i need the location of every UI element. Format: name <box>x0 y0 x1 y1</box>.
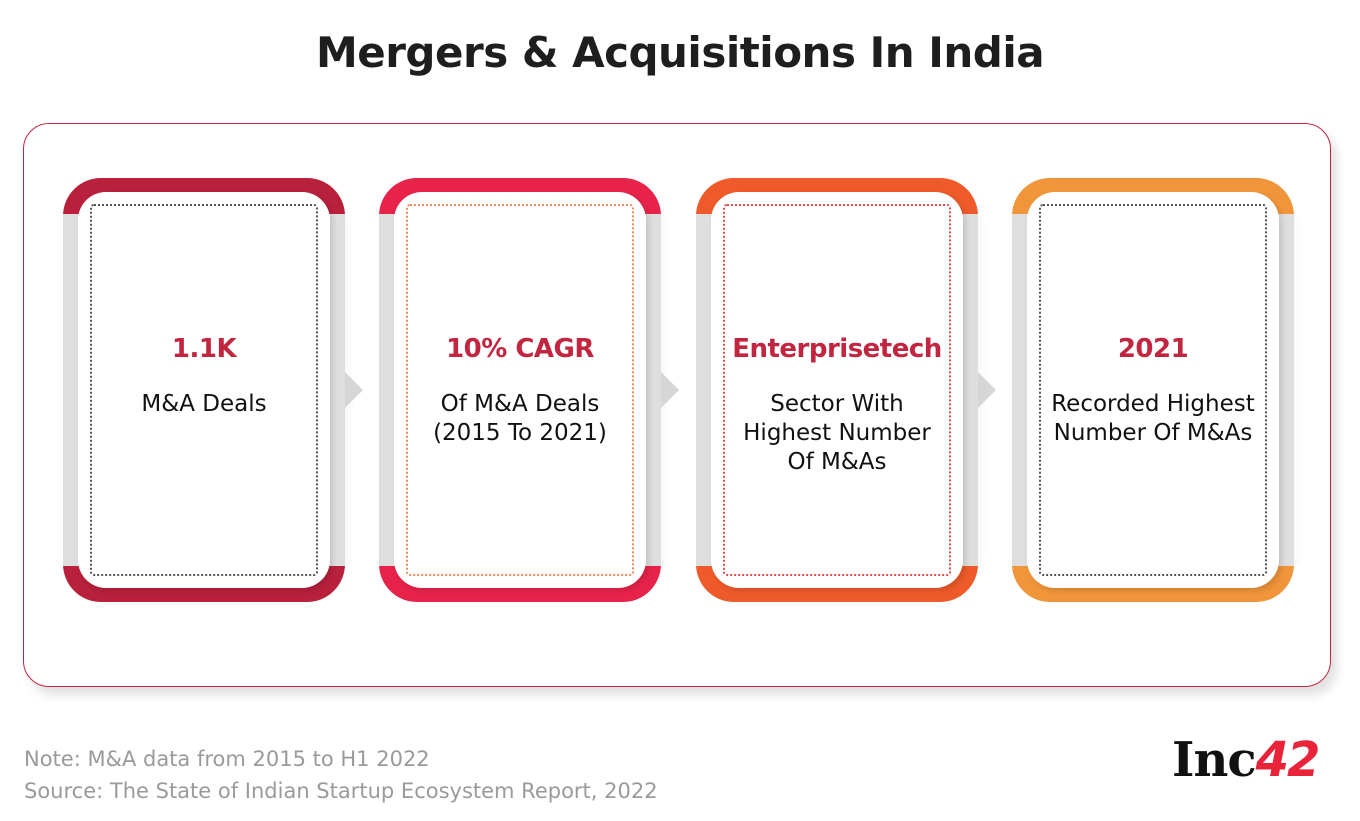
stat-description: Sector With Highest Number Of M&As <box>743 391 931 475</box>
stat-card-sector: Enterprisetech Sector With Highest Numbe… <box>696 178 988 602</box>
logo-suffix: 42 <box>1255 732 1321 788</box>
dotted-border <box>1039 204 1267 576</box>
source-text: Source: The State of Indian Startup Ecos… <box>24 779 658 803</box>
dotted-border <box>90 204 318 576</box>
page-title: Mergers & Acquisitions In India <box>315 28 1045 77</box>
stat-value: 2021 <box>1117 334 1189 364</box>
stat-description: M&A Deals <box>141 391 267 417</box>
stat-description: Of M&A Deals (2015 To 2021) <box>433 391 607 446</box>
logo-prefix: Inc <box>1172 732 1257 788</box>
arrow-connector-icon <box>661 372 679 408</box>
stat-card-deals: 1.1K M&A Deals <box>63 178 355 602</box>
stat-card-cagr: 10% CAGR Of M&A Deals (2015 To 2021) <box>379 178 671 602</box>
stat-value: Enterprisetech <box>732 334 942 364</box>
card-face: Enterprisetech Sector With Highest Numbe… <box>711 192 963 588</box>
card-face: 1.1K M&A Deals <box>78 192 330 588</box>
arrow-connector-icon <box>978 372 996 408</box>
dotted-border <box>406 204 634 576</box>
arrow-connector-icon <box>345 372 363 408</box>
stat-card-year: 2021 Recorded Highest Number Of M&As <box>1012 178 1304 602</box>
inc42-logo: Inc42 <box>1172 732 1337 792</box>
footnote: Note: M&A data from 2015 to H1 2022 Sour… <box>24 743 658 807</box>
stat-value: 1.1K <box>171 334 237 364</box>
stat-description: Recorded Highest Number Of M&As <box>1051 391 1255 446</box>
card-face: 10% CAGR Of M&A Deals (2015 To 2021) <box>394 192 646 588</box>
card-face: 2021 Recorded Highest Number Of M&As <box>1027 192 1279 588</box>
stat-value: 10% CAGR <box>446 334 594 364</box>
note-text: Note: M&A data from 2015 to H1 2022 <box>24 747 430 771</box>
dotted-border <box>723 204 951 576</box>
